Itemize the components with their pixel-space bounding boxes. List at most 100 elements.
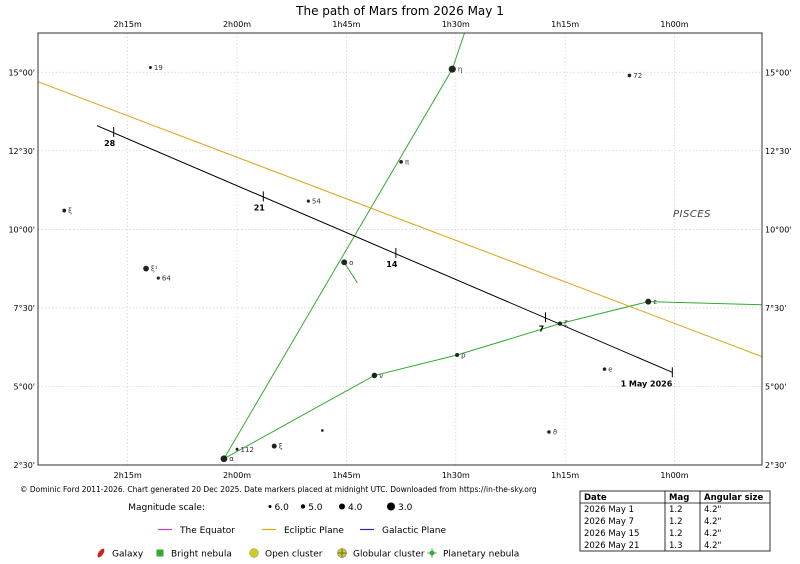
legend-line-label: Galactic Plane [382, 526, 446, 536]
y-tick-label-left: 12°30' [8, 147, 35, 156]
table-cell: 1.2 [669, 529, 683, 539]
y-tick-label-left: 15°00' [8, 68, 35, 77]
star-marker [148, 66, 152, 70]
date-label: 7 [539, 324, 545, 333]
star-marker [371, 372, 378, 379]
x-tick-label-top: 1h30m [442, 20, 470, 29]
date-label: 28 [104, 139, 116, 148]
y-tick-label-left: 10°00' [8, 225, 35, 234]
date-label: 14 [386, 260, 398, 269]
planetary-nebula-icon [427, 548, 437, 558]
star-label: ξ [279, 443, 283, 451]
star-label: ν [379, 372, 383, 380]
legend-line-label: The Equator [179, 526, 235, 536]
star-marker [220, 455, 228, 463]
table-cell: 1.3 [669, 541, 683, 551]
star-label: ο [349, 259, 353, 267]
star-marker [399, 159, 403, 164]
plot-frame [37, 32, 763, 466]
y-tick-label-left: 5°00' [14, 382, 35, 391]
y-tick-label-right: 12°30' [765, 147, 792, 156]
table-cell: 4.2" [704, 529, 722, 539]
magnitude-scale: Magnitude scale: 6.0 5.0 4.0 3.0 [128, 502, 413, 513]
ecliptic-path [38, 81, 762, 358]
star-label: ξ¹ [151, 265, 158, 273]
x-tick-label-bottom: 1h30m [442, 471, 470, 480]
star-label: ρ [461, 352, 466, 360]
galaxy-icon [97, 548, 105, 558]
y-tick-label-right: 15°00' [765, 68, 792, 77]
magnitude-label: 4.0 [348, 503, 363, 513]
magnitude-dot [300, 504, 306, 509]
constellation-lines [223, 33, 762, 460]
table-header-cell: Date [584, 493, 607, 503]
legend-symbol-label: Bright nebula [171, 550, 232, 560]
magnitude-label: 5.0 [308, 503, 323, 513]
table-cell: 1.2 [669, 505, 683, 515]
legend-symbol-label: Open cluster [265, 550, 323, 560]
x-tick-label-top: 2h00m [223, 20, 251, 29]
y-tick-label-left: 7°30' [14, 304, 35, 313]
legend-symbols: Galaxy Bright nebula Open cluster Globular … [97, 548, 519, 560]
x-tick-label-top: 1h45m [332, 20, 360, 29]
table-cell: 1.2 [669, 517, 683, 527]
mars-path-line [96, 125, 673, 373]
coordinate-grid [38, 33, 762, 466]
star-label: π [405, 158, 410, 166]
star-label: η [458, 66, 462, 74]
y-tick-label-right: 10°00' [765, 225, 792, 234]
table-cell: 4.2" [704, 517, 722, 527]
date-markers: 1 May 2026 7 14 21 28 [104, 126, 673, 388]
star-marker [235, 447, 239, 451]
y-tick-label-right: 5°00' [765, 382, 786, 391]
table-frame [579, 490, 771, 552]
star-marker [448, 65, 456, 73]
star-label: 19 [154, 64, 163, 72]
star-label: 112 [241, 446, 254, 454]
table-header-cell: Angular size [704, 493, 763, 503]
y-tick-label-right: 7°30' [765, 304, 786, 313]
star-marker [143, 265, 149, 272]
credit-text: © Dominic Ford 2011-2026. Chart generate… [20, 485, 537, 494]
constellation-label: PISCES [673, 209, 711, 220]
legend-lines: The Equator Ecliptic Plane Galactic Plane [158, 526, 446, 536]
legend-symbol-label: Globular cluster [353, 550, 425, 560]
table-cell: 2026 May 21 [584, 541, 639, 551]
chart-title: The path of Mars from 2026 May 1 [295, 4, 504, 18]
constellation-line [223, 33, 465, 459]
x-tick-label-top: 1h00m [660, 20, 688, 29]
star-marker [547, 430, 551, 434]
open-cluster-icon [249, 548, 259, 558]
star-marker [557, 321, 563, 326]
x-tick-label-bottom: 1h15m [551, 471, 579, 480]
stars-layer: η 72 19 π 54 ξ ο ξ¹ 64 ζ ε ρ ν e ϑ ξ 112 α [62, 64, 657, 463]
star-marker [602, 367, 607, 371]
star-marker [455, 353, 460, 358]
dec-axis-left: 2°30' 5°00' 7°30' 10°00' 12°30' 15°00' [8, 68, 35, 470]
x-tick-label-bottom: 2h15m [114, 471, 142, 480]
magnitude-dot [268, 505, 272, 508]
table-cell: 2026 May 7 [584, 517, 634, 527]
star-label: ϑ [553, 429, 557, 437]
table-cell: 2026 May 15 [584, 529, 639, 539]
legend-symbol-label: Galaxy [112, 550, 144, 560]
magnitude-scale-label: Magnitude scale: [128, 503, 205, 513]
star-marker [341, 259, 348, 266]
table-header-cell: Mag [669, 493, 689, 503]
x-tick-label-bottom: 2h00m [223, 471, 251, 480]
star-label: 64 [162, 275, 171, 283]
ecliptic-line [38, 81, 762, 358]
y-tick-label-right: 2°30' [765, 461, 786, 470]
star-marker [271, 443, 277, 449]
y-tick-label-left: 2°30' [14, 461, 35, 470]
star-marker [62, 208, 67, 213]
star-label: ξ [68, 207, 72, 215]
ra-axis-top: 2h15m 2h00m 1h45m 1h30m 1h15m 1h00m [114, 20, 689, 29]
x-tick-label-bottom: 1h45m [332, 471, 360, 480]
magnitude-label: 6.0 [275, 503, 290, 513]
magnitude-label: 3.0 [398, 503, 413, 513]
star-label: α [229, 455, 234, 463]
star-marker [306, 199, 310, 203]
star-marker [156, 276, 160, 280]
